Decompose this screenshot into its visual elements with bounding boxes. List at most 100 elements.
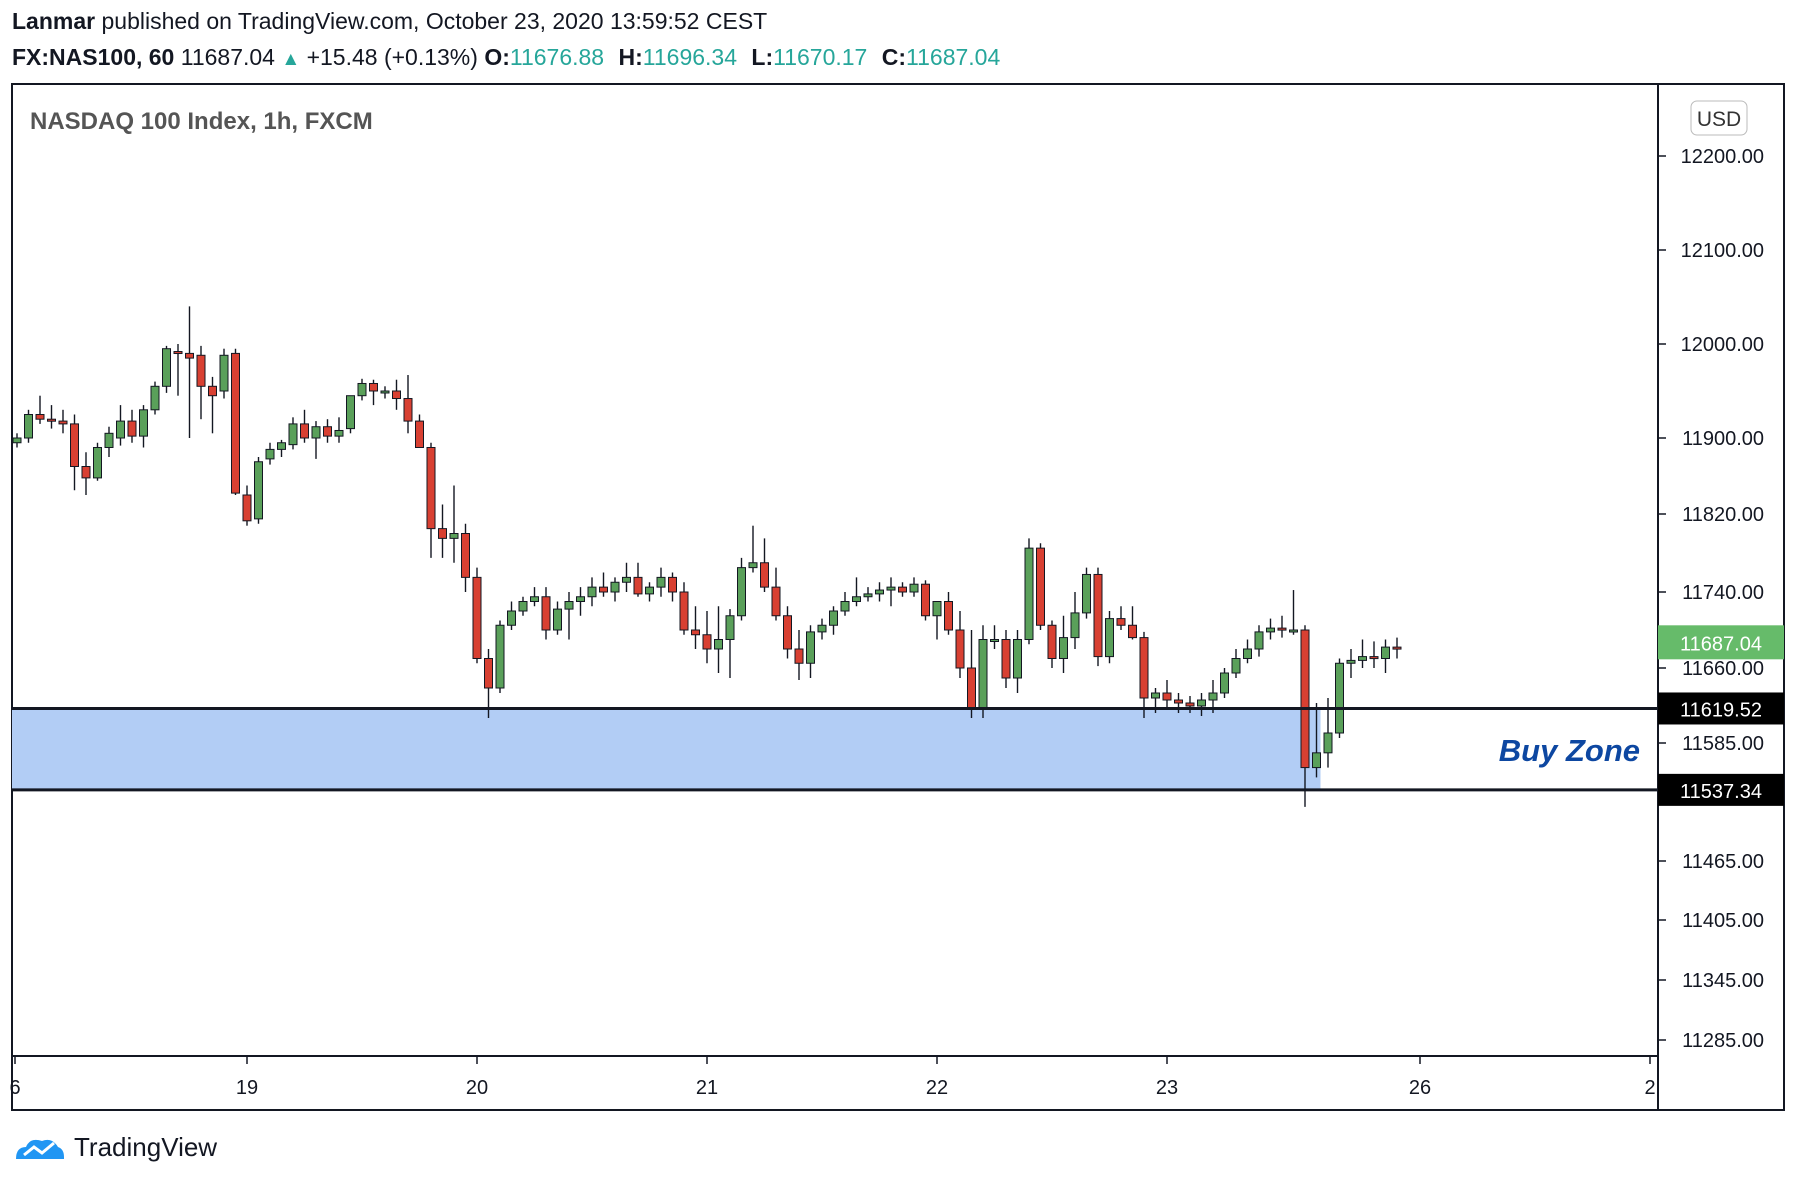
y-tick-label: 12100.00 [1681,240,1764,262]
candle [1277,615,1287,638]
candle-body [173,351,183,355]
candle-body [472,576,482,659]
candle-body [208,385,217,397]
candle-body [990,639,999,642]
candle-body [438,528,447,539]
candle [300,409,309,443]
last-price-tag: 11687.04 [1680,633,1762,655]
x-tick-label: 22 [926,1077,948,1099]
candle [495,620,505,693]
candle-body [1208,692,1218,701]
buy-zone-rect [12,708,1321,790]
candle [610,577,620,602]
buy-zone-label: Buy Zone [1499,733,1640,768]
y-tick-label: 11660.00 [1682,658,1764,680]
candle [484,649,493,718]
candle-body [288,423,298,446]
candle-body [35,414,45,420]
candle-body [587,586,597,598]
candle [1381,639,1390,673]
candle-body [702,634,712,650]
candle-body [1093,573,1103,658]
published-text: published on TradingView.com, October 23… [101,8,768,34]
author-name: Lanmar [12,8,96,34]
chart-frame [11,83,1785,1111]
candle [1312,703,1321,778]
candle-body [748,562,758,569]
candle-body [185,352,194,359]
candle [553,601,562,635]
candle-body [886,586,896,591]
candle-body [863,593,873,598]
candle-body [265,448,275,460]
y-tick-label: 11740.00 [1682,582,1764,604]
candle-body [1128,624,1137,639]
candle [70,414,79,491]
candle [921,580,930,621]
candle [277,439,286,457]
candle-body [1047,624,1057,659]
candle [1335,658,1344,738]
candle-body [852,596,861,602]
candle-body [357,382,367,397]
candle-body [162,348,171,387]
brand-footer[interactable]: TradingView [12,1132,217,1163]
candle [1036,543,1045,630]
candle [714,606,723,673]
candle-body [70,423,79,467]
candle [656,567,666,597]
candle-body [254,461,263,520]
candle-body [656,576,666,588]
candle [1220,668,1229,698]
candle [346,395,355,434]
candle [863,587,873,602]
price-chart[interactable]: NASDAQ 100 Index, 1h, FXCM USD Buy Zone … [0,0,1796,1130]
candle [472,567,482,664]
candle-body [1254,631,1264,650]
candle [93,442,102,481]
candle-body [955,629,965,669]
candle [645,582,654,602]
candle [219,348,229,399]
candle-body [829,610,838,626]
candle [1047,620,1057,668]
candle-body [507,610,516,626]
candle [438,504,447,558]
open-value: 11676.88 [509,44,605,70]
brand-name: TradingView [74,1132,218,1162]
candle [47,405,56,429]
candle [150,381,160,415]
candle-body [1185,702,1195,707]
candle-body [1116,618,1126,626]
candle [622,562,631,592]
candle-body [116,420,125,439]
candle-body [1162,692,1172,701]
candle-body [691,629,700,636]
candle-body [58,420,68,425]
candle [1059,615,1068,673]
y-tick-label: 12000.00 [1681,334,1764,356]
x-tick-label: 6 [9,1077,20,1099]
candle-body [380,390,390,394]
candle-body [668,576,677,593]
candle [173,344,183,396]
candle-body [104,432,114,448]
candle-body [1392,646,1402,650]
currency-badge[interactable] [1690,100,1748,136]
candle-body [461,533,470,578]
candle-body [610,581,620,593]
candle-body [1001,639,1011,679]
candle [116,405,125,446]
candle [1392,637,1402,659]
candle [1093,567,1103,667]
candle [288,417,298,450]
candle-body [426,447,436,530]
candle [955,611,965,678]
high-label: H: [618,44,643,70]
candle-body [196,354,206,387]
candle [771,567,781,621]
candle [599,572,608,597]
low-value: 11670.17 [773,44,868,70]
y-tick-label: 11900.00 [1682,428,1764,450]
candle-body [1070,612,1080,639]
